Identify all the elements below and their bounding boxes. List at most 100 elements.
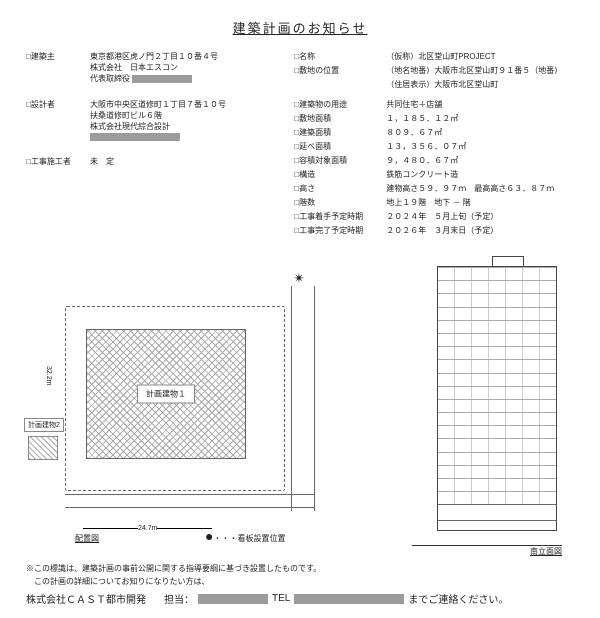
window	[471, 321, 488, 333]
window	[522, 360, 539, 372]
window	[488, 492, 505, 504]
floor-row	[438, 412, 556, 425]
window	[454, 268, 471, 280]
window	[454, 347, 471, 359]
designer-redaction	[90, 133, 180, 141]
window	[488, 374, 505, 386]
site-plan: ✴ 計画建物１ 計画建物2 32.2m 24.7m 配置図 ●●・・・看板設置位…	[15, 266, 345, 546]
window	[539, 281, 556, 293]
window	[505, 413, 522, 425]
lot-value: １，１８５．１２㎡	[386, 113, 574, 124]
owner-company: 株式会社 日本エスコン	[90, 62, 284, 73]
designer-address: 大阪市中央区道修町１丁目７番１０号	[90, 99, 284, 110]
footer-company: 株式会社ＣＡＳＴ都市開発	[26, 591, 146, 606]
window	[505, 453, 522, 465]
window	[454, 479, 471, 491]
floor-row	[438, 452, 556, 465]
footer-tel-label: TEL	[272, 593, 290, 604]
footer-note-2: この計画の詳細についてお知りになりたい方は、	[26, 576, 574, 587]
window	[539, 413, 556, 425]
window	[505, 400, 522, 412]
road-right	[291, 286, 315, 511]
barea-label: □建築面積	[294, 127, 386, 138]
struct-label: □構造	[294, 169, 386, 180]
window	[488, 268, 505, 280]
window	[438, 347, 454, 359]
window	[454, 439, 471, 451]
window	[522, 439, 539, 451]
window	[539, 479, 556, 491]
window	[438, 453, 454, 465]
floor-row	[438, 478, 556, 491]
window	[438, 281, 454, 293]
window	[522, 334, 539, 346]
window	[438, 426, 454, 438]
floor-row	[438, 267, 556, 280]
window	[505, 334, 522, 346]
window	[505, 479, 522, 491]
window	[539, 400, 556, 412]
window	[539, 426, 556, 438]
window	[522, 294, 539, 306]
window	[488, 294, 505, 306]
floor-row	[438, 346, 556, 359]
window	[505, 466, 522, 478]
designer-company: 株式会社現代綜合設計	[90, 121, 284, 132]
start-label: □工事着手予定時期	[294, 211, 386, 222]
window	[488, 334, 505, 346]
window	[488, 400, 505, 412]
window	[471, 439, 488, 451]
dimension-depth: 32.2m	[45, 366, 52, 385]
window	[438, 294, 454, 306]
window	[471, 281, 488, 293]
window	[471, 387, 488, 399]
name-label: □名称	[294, 51, 386, 62]
window	[488, 347, 505, 359]
use-label: □建築物の用途	[294, 99, 386, 110]
window	[471, 466, 488, 478]
window	[539, 453, 556, 465]
window	[505, 321, 522, 333]
window	[454, 294, 471, 306]
window	[539, 387, 556, 399]
window	[471, 308, 488, 320]
lot-boundary: 計画建物１ 計画建物2	[65, 306, 285, 491]
window	[438, 466, 454, 478]
window	[488, 453, 505, 465]
window	[488, 308, 505, 320]
floor-area-label: □延べ面積	[294, 141, 386, 152]
footer-tail: までご連絡ください。	[408, 591, 508, 606]
window	[522, 453, 539, 465]
floor-row	[438, 359, 556, 372]
window	[539, 268, 556, 280]
window	[488, 387, 505, 399]
window	[454, 308, 471, 320]
height-value: 建物高さ５９．９７ｍ 最高高さ６３．８７ｍ	[386, 183, 574, 194]
contractor-value: 未 定	[90, 156, 284, 167]
window	[505, 308, 522, 320]
window	[438, 334, 454, 346]
window	[505, 360, 522, 372]
window	[505, 347, 522, 359]
window	[505, 268, 522, 280]
window	[454, 466, 471, 478]
compass-icon: ✴	[293, 270, 305, 287]
planned-building-1: 計画建物１	[86, 329, 246, 459]
owner-label: □建築主	[26, 51, 90, 84]
tower-outline	[437, 266, 557, 531]
window	[454, 400, 471, 412]
south-elevation: 南立面図	[402, 258, 572, 553]
floors-value: 地上１９階 地下 － 階	[386, 197, 574, 208]
window	[539, 308, 556, 320]
floor-row	[438, 386, 556, 399]
window	[454, 453, 471, 465]
footer-tel-redaction	[294, 594, 404, 604]
window	[522, 347, 539, 359]
far-label: □容積対象面積	[294, 155, 386, 166]
window	[454, 321, 471, 333]
floor-row	[438, 425, 556, 438]
window	[454, 413, 471, 425]
window	[522, 387, 539, 399]
struct-value: 鉄筋コンクリート造	[386, 169, 574, 180]
window	[471, 374, 488, 386]
